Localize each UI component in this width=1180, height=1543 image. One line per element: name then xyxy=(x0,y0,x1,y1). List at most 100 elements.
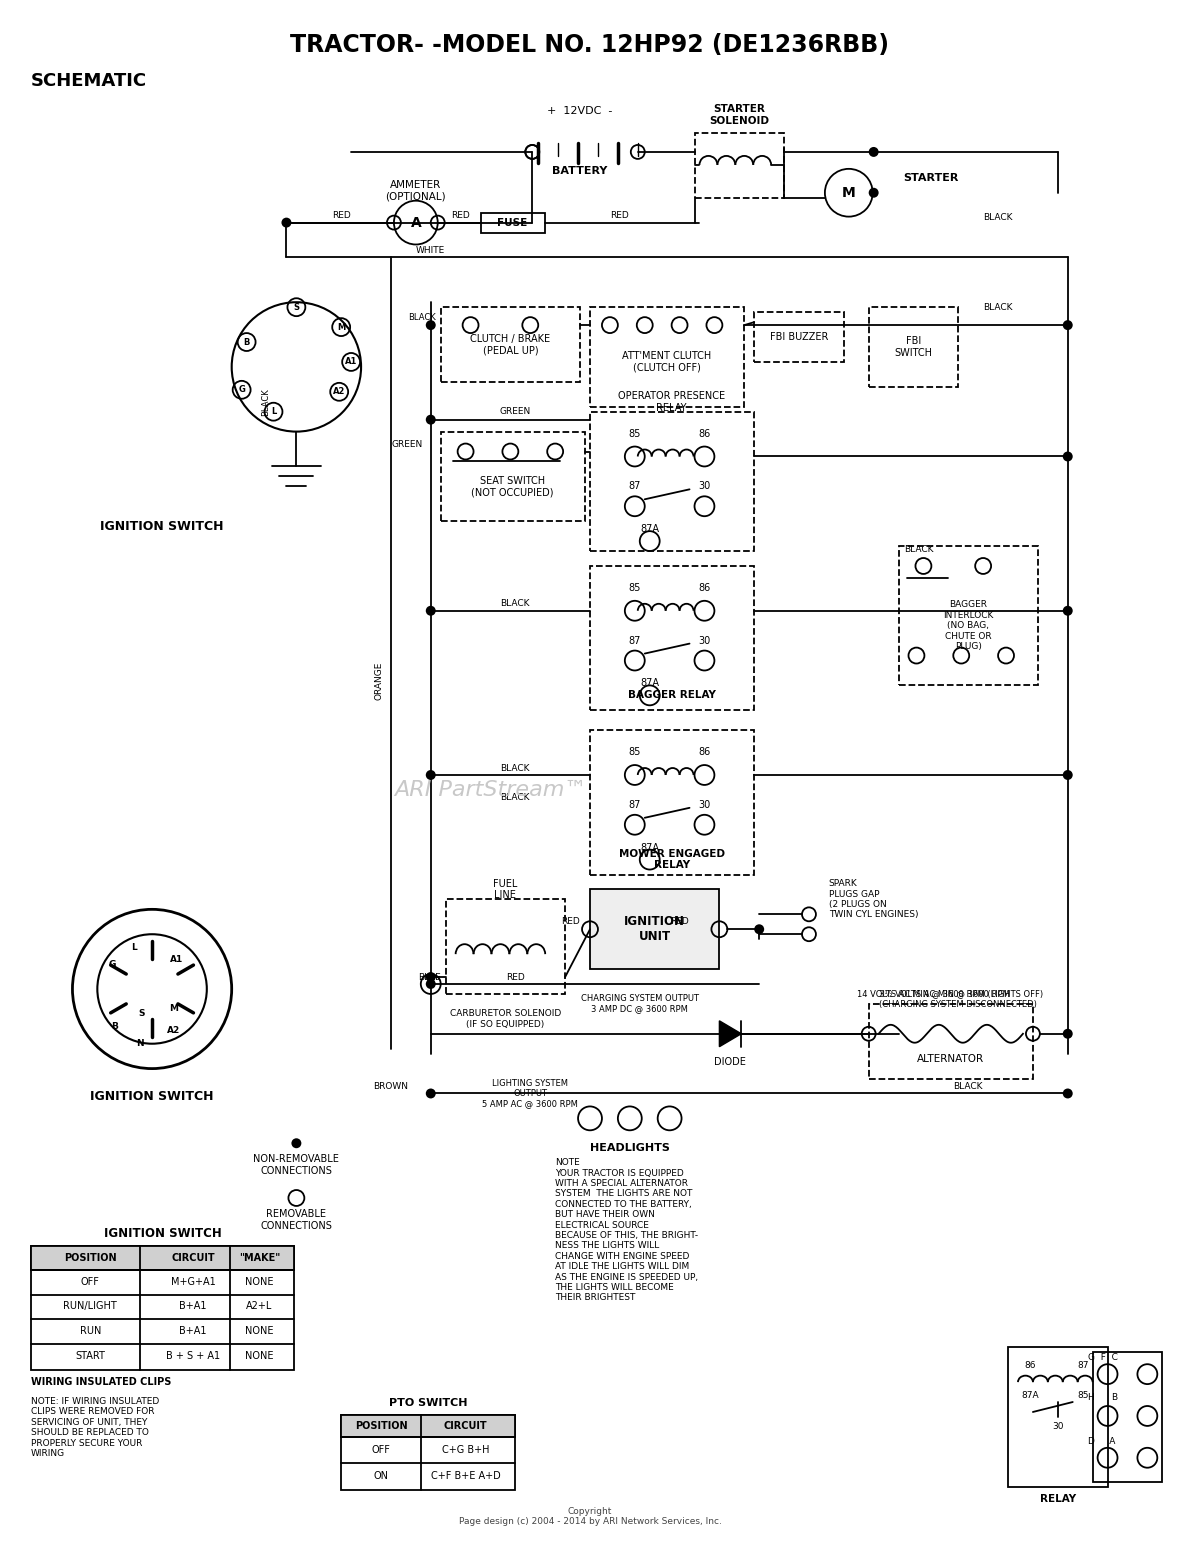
Text: M: M xyxy=(841,185,855,199)
Text: 14 VOLTS AC MIN @ 3600 RPM (LIGHTS OFF): 14 VOLTS AC MIN @ 3600 RPM (LIGHTS OFF) xyxy=(857,989,1043,998)
Text: A1: A1 xyxy=(345,358,358,366)
Circle shape xyxy=(426,606,435,616)
Text: PTO SWITCH: PTO SWITCH xyxy=(389,1398,467,1409)
Text: OPERATOR PRESENCE
RELAY: OPERATOR PRESENCE RELAY xyxy=(618,390,726,412)
Circle shape xyxy=(868,147,879,157)
Text: B: B xyxy=(111,1023,118,1031)
Text: RED: RED xyxy=(332,211,350,221)
Text: HEADLIGHTS: HEADLIGHTS xyxy=(590,1143,670,1153)
Text: MOWER ENGAGED
RELAY: MOWER ENGAGED RELAY xyxy=(618,849,725,870)
Text: BAGGER
INTERLOCK
(NO BAG,
CHUTE OR
PLUG): BAGGER INTERLOCK (NO BAG, CHUTE OR PLUG) xyxy=(943,600,994,651)
Bar xyxy=(1093,1352,1162,1481)
Text: 85: 85 xyxy=(629,583,641,593)
Text: BLACK: BLACK xyxy=(408,313,435,321)
Circle shape xyxy=(426,972,435,981)
Text: RUN: RUN xyxy=(80,1327,101,1336)
Text: B+A1: B+A1 xyxy=(179,1327,206,1336)
Text: CHARGING SYSTEM OUTPUT
3 AMP DC @ 3600 RPM: CHARGING SYSTEM OUTPUT 3 AMP DC @ 3600 R… xyxy=(581,994,699,1014)
Text: 87A: 87A xyxy=(641,525,660,534)
Circle shape xyxy=(1063,1029,1073,1038)
Text: WHITE: WHITE xyxy=(417,245,445,255)
Text: FUEL
LINE: FUEL LINE xyxy=(493,878,518,900)
Text: IGNITION SWITCH: IGNITION SWITCH xyxy=(100,520,224,532)
Circle shape xyxy=(1063,770,1073,779)
Text: ARI PartStream™: ARI PartStream™ xyxy=(394,779,586,799)
Text: NONE: NONE xyxy=(245,1352,274,1361)
Text: RELAY: RELAY xyxy=(1040,1494,1076,1503)
Text: IGNITION SWITCH: IGNITION SWITCH xyxy=(91,1089,214,1103)
Text: M: M xyxy=(337,322,346,332)
Text: 87: 87 xyxy=(1077,1361,1088,1370)
Text: RED: RED xyxy=(610,211,629,221)
Circle shape xyxy=(426,415,435,424)
Bar xyxy=(868,1004,1032,1079)
Text: "MAKE": "MAKE" xyxy=(238,1253,280,1262)
Text: S: S xyxy=(139,1009,145,1018)
Bar xyxy=(590,307,745,407)
Bar xyxy=(480,213,545,233)
Bar xyxy=(341,1415,516,1437)
Circle shape xyxy=(754,924,765,934)
Text: BLACK: BLACK xyxy=(500,764,530,773)
Bar xyxy=(590,566,754,710)
Text: GREEN: GREEN xyxy=(499,407,531,417)
Text: B + S + A1: B + S + A1 xyxy=(166,1352,219,1361)
Text: BLACK: BLACK xyxy=(261,387,270,415)
Text: G: G xyxy=(238,386,245,395)
Text: L: L xyxy=(271,407,276,417)
Bar xyxy=(695,133,784,198)
Text: BLACK: BLACK xyxy=(983,302,1012,312)
Text: 30: 30 xyxy=(699,636,710,645)
Bar xyxy=(590,412,754,551)
Text: RED: RED xyxy=(451,211,470,221)
Circle shape xyxy=(1063,606,1073,616)
Text: SPARK
PLUGS GAP
(2 PLUGS ON
TWIN CYL ENGINES): SPARK PLUGS GAP (2 PLUGS ON TWIN CYL ENG… xyxy=(828,880,918,920)
Text: ALTERNATOR: ALTERNATOR xyxy=(917,1054,984,1063)
Bar xyxy=(440,432,585,522)
Text: 87A: 87A xyxy=(641,842,660,853)
Text: NONE: NONE xyxy=(245,1327,274,1336)
Text: S: S xyxy=(294,302,300,312)
Text: GREEN: GREEN xyxy=(392,440,422,449)
Text: NOTE
YOUR TRACTOR IS EQUIPPED
WITH A SPECIAL ALTERNATOR
SYSTEM  THE LIGHTS ARE N: NOTE YOUR TRACTOR IS EQUIPPED WITH A SPE… xyxy=(555,1159,699,1302)
Text: DIODE: DIODE xyxy=(714,1057,746,1066)
Text: NOTE: IF WIRING INSULATED
CLIPS WERE REMOVED FOR
SERVICING OF UNIT, THEY
SHOULD : NOTE: IF WIRING INSULATED CLIPS WERE REM… xyxy=(31,1396,159,1458)
Text: 87: 87 xyxy=(629,799,641,810)
Text: +  12VDC  -: + 12VDC - xyxy=(548,106,612,116)
Text: N: N xyxy=(137,1040,144,1048)
Text: 86: 86 xyxy=(699,747,710,758)
Text: POSITION: POSITION xyxy=(64,1253,117,1262)
Text: BLACK: BLACK xyxy=(500,599,530,608)
Text: AMMETER
(OPTIONAL): AMMETER (OPTIONAL) xyxy=(386,181,446,202)
Text: 87: 87 xyxy=(629,636,641,645)
Bar xyxy=(590,889,720,969)
Text: C+G B+H: C+G B+H xyxy=(441,1444,490,1455)
Bar xyxy=(1008,1347,1108,1486)
Text: BAGGER RELAY: BAGGER RELAY xyxy=(628,690,715,701)
Text: 30: 30 xyxy=(699,481,710,491)
Text: BLACK: BLACK xyxy=(953,1082,983,1091)
Text: IGNITION
UNIT: IGNITION UNIT xyxy=(624,915,686,943)
Text: SEAT SWITCH
(NOT OCCUPIED): SEAT SWITCH (NOT OCCUPIED) xyxy=(471,475,553,497)
Text: FBI
SWITCH: FBI SWITCH xyxy=(894,336,932,358)
Text: 3½ VOLTS AC MIN @ 3600 RPM
(CHARGING SYSTEM DISCONNECTED): 3½ VOLTS AC MIN @ 3600 RPM (CHARGING SYS… xyxy=(879,989,1036,1009)
Text: A: A xyxy=(411,216,421,230)
Text: M: M xyxy=(170,1004,178,1014)
Text: BATTERY: BATTERY xyxy=(552,165,608,176)
Text: BLACK: BLACK xyxy=(983,213,1012,222)
Text: 86: 86 xyxy=(699,583,710,593)
Bar xyxy=(868,307,958,387)
Circle shape xyxy=(1063,1088,1073,1099)
Text: B+A1: B+A1 xyxy=(179,1301,206,1312)
Text: C+F B+E A+D: C+F B+E A+D xyxy=(431,1470,500,1481)
Text: BLACK: BLACK xyxy=(500,793,530,802)
Text: BROWN: BROWN xyxy=(373,1082,408,1091)
Text: ORANGE: ORANGE xyxy=(374,662,384,699)
Text: G  F  C: G F C xyxy=(1088,1353,1117,1362)
Bar xyxy=(31,1245,294,1370)
Text: 87: 87 xyxy=(629,481,641,491)
Bar xyxy=(440,307,581,381)
Text: 85: 85 xyxy=(629,429,641,438)
Text: RED: RED xyxy=(560,917,579,926)
Text: CIRCUIT: CIRCUIT xyxy=(171,1253,215,1262)
